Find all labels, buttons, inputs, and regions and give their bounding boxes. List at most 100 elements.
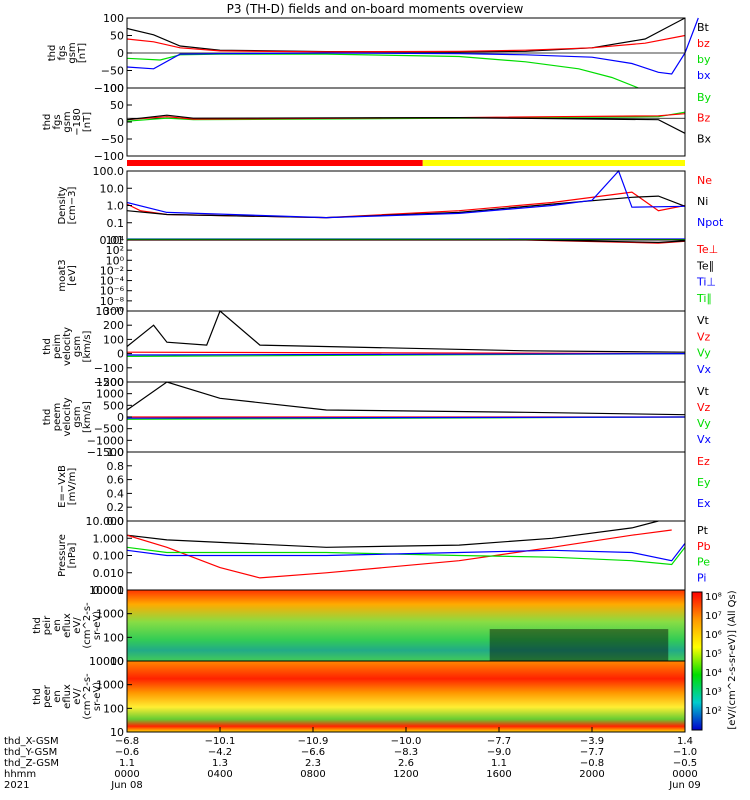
x-tick-label: 1.1	[119, 758, 135, 769]
y-tick-label: 10⁻⁴	[100, 275, 125, 288]
y-tick-label: 0.01	[100, 234, 125, 247]
x-row-label: thd_Y-GSM	[4, 747, 57, 758]
legend-Pt: Pt	[697, 524, 709, 537]
y-tick-label: 10	[110, 655, 124, 668]
legend-Bt: Bt	[697, 21, 710, 34]
x-row-label: hhmm	[4, 769, 36, 780]
y-axis-label-line: thd	[42, 114, 53, 131]
y-axis-label: thd fgs gsm −180 [nT]	[42, 108, 93, 135]
x-tick-label: Jun 08	[110, 780, 143, 791]
panel-10: thd peer en eflux eV/(cm^2-s-sr-eV)	[32, 660, 686, 733]
y-tick-label: 10.000	[86, 515, 125, 528]
x-tick-label: 2.6	[398, 758, 414, 769]
y-axis-label-line: en	[52, 619, 63, 632]
page-title: P3 (TH-D) fields and on-board moments ov…	[226, 2, 524, 16]
x-tick-label: −4.2	[208, 747, 232, 758]
y-tick-label: 0.8	[107, 460, 125, 473]
y-tick-label: 1.000	[93, 532, 125, 545]
y-axis-label-line: peir	[42, 615, 53, 635]
legend-Vy: Vy	[697, 347, 711, 360]
panel-5: thd peim velocity gsm [km/s]	[42, 309, 686, 383]
y-tick-label: 300	[103, 305, 124, 318]
panel-frame	[126, 239, 686, 312]
panel-frame	[126, 451, 686, 522]
legend-Ti: Ti∥	[696, 292, 712, 305]
y-tick-label: 100.0	[93, 165, 125, 178]
series-line-Vt	[126, 309, 686, 353]
y-tick-label: 10⁴	[106, 234, 125, 247]
y-axis-label-line: thd	[42, 409, 53, 426]
y-tick-label: 0	[117, 116, 124, 129]
colorbar-tick-label: 10⁷	[705, 611, 722, 622]
y-tick-label: −50	[101, 133, 124, 146]
legend-Vt: Vt	[697, 385, 710, 398]
y-tick-label: 1500	[96, 376, 124, 389]
y-axis-label-line: [cm−3]	[67, 187, 78, 225]
legend-by: by	[697, 53, 711, 66]
panel-3: Density [cm−3]	[57, 169, 686, 241]
series-line-Pt	[126, 520, 659, 548]
y-tick-label: 0	[117, 411, 124, 424]
legend-Ey: Ey	[697, 476, 711, 489]
heatmap-noise-region	[489, 629, 669, 661]
colorbar-label-text: [eV/(cm^2-s-sr-eV)] (All Qs)	[727, 590, 738, 729]
x-tick-label: 0000	[114, 769, 139, 780]
y-tick-label: 10000	[89, 655, 124, 668]
x-tick-label: 0800	[300, 769, 325, 780]
y-axis-label-line: eflux	[62, 613, 73, 638]
y-tick-label: 10	[110, 726, 124, 739]
y-axis-label-line: gsm	[72, 406, 83, 427]
y-axis-label: thd peem velocity gsm [km/s]	[42, 397, 93, 436]
series-line-Ne	[126, 191, 686, 219]
heatmap-field	[127, 661, 685, 732]
y-tick-label: 1000	[96, 608, 124, 621]
panel-2: thd fgs gsm −180 [nT]	[42, 87, 686, 157]
x-tick-label: −0.5	[673, 758, 697, 769]
y-tick-label: 0.010	[93, 567, 125, 580]
y-tick-label: 50	[110, 30, 124, 43]
panel-4: moat3 [eV]	[57, 238, 686, 312]
legend-Vx: Vx	[697, 363, 712, 376]
heatmap-field	[127, 590, 685, 661]
y-axis-label: E=−VxB [mV/m]	[57, 465, 78, 508]
colorbar-tick-label: 10²	[705, 706, 722, 717]
y-tick-label: 1000	[96, 388, 124, 401]
y-axis-label-line: (cm^2-s-	[82, 673, 93, 720]
legend-Te: Te⊥	[696, 243, 718, 256]
y-axis-label: thd peer en eflux eV/(cm^2-s-sr-eV)	[32, 673, 103, 720]
y-tick-label: 0.4	[107, 487, 125, 500]
series-line-Pb	[126, 529, 672, 579]
legend-Vz: Vz	[697, 330, 711, 343]
x-tick-label: −8.3	[394, 747, 418, 758]
x-row-label: 2021	[4, 780, 29, 791]
x-tick-label: −6.8	[115, 736, 139, 747]
y-axis-label-line: [nPa]	[67, 542, 78, 568]
y-tick-label: 10⁻¹⁰	[95, 305, 124, 318]
x-tick-label: 1.3	[212, 758, 228, 769]
legend-bz: bz	[697, 37, 710, 50]
colorbar-tick-label: 10⁴	[705, 668, 722, 679]
y-tick-label: 0	[117, 47, 124, 60]
x-tick-label: Jun 09	[668, 780, 701, 791]
mode-bar-red	[127, 160, 423, 166]
x-tick-label: −7.7	[487, 736, 511, 747]
x-tick-label: −10.1	[205, 736, 236, 747]
y-axis-label-line: moat3	[57, 259, 68, 291]
x-tick-label: −7.7	[580, 747, 604, 758]
legend-Bx: Bx	[697, 132, 712, 145]
colorbar-tick-label: 10⁵	[705, 649, 722, 660]
y-tick-label: 0.2	[107, 501, 125, 514]
x-tick-label: 0400	[207, 769, 232, 780]
series-line-Pi	[126, 543, 686, 562]
y-tick-label: 100	[103, 702, 124, 715]
x-tick-label: 0000	[672, 769, 697, 780]
legend-Ne: Ne	[697, 174, 712, 187]
y-axis-label: thd peim velocity gsm [km/s]	[42, 327, 93, 366]
y-axis-label-line: [eV]	[67, 265, 78, 286]
x-tick-label: 2000	[579, 769, 604, 780]
panel-6: thd peem velocity gsm [km/s]	[42, 381, 686, 453]
y-tick-label: 0.001	[93, 584, 125, 597]
y-axis-label-line: [km/s]	[82, 330, 93, 362]
y-tick-label: 100	[103, 631, 124, 644]
y-axis-label: thd peir en eflux eV/(cm^2-s-sr-eV)	[32, 602, 103, 649]
